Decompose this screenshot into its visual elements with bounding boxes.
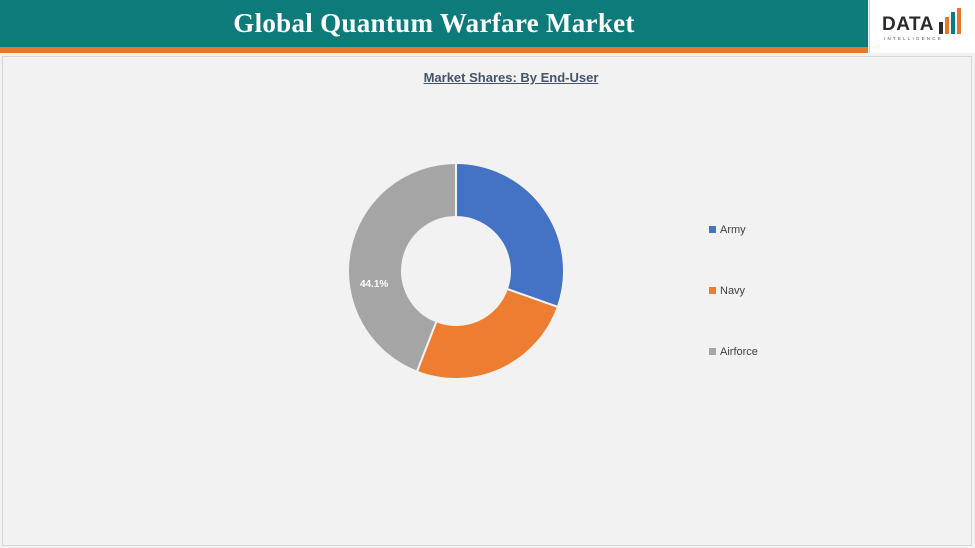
- slice-navy: [415, 287, 560, 380]
- header-bar: Global Quantum Warfare Market: [0, 0, 868, 47]
- slice-army: [455, 161, 565, 309]
- legend-swatch-navy: [709, 287, 716, 294]
- legend-swatch-army: [709, 226, 716, 233]
- header-accent-stripe: [0, 47, 868, 53]
- page-title: Global Quantum Warfare Market: [233, 8, 635, 38]
- logo-subtext: INTELLIGENCE: [884, 36, 943, 41]
- legend-label-airforce: Airforce: [720, 346, 758, 358]
- logo-bars-icon: [939, 8, 961, 34]
- slice-airforce: [347, 161, 457, 373]
- legend-label-army: Army: [720, 224, 746, 236]
- logo-text: DATA: [882, 14, 934, 35]
- chart-title: Market Shares: By End-User: [423, 70, 599, 85]
- legend-swatch-airforce: [709, 348, 716, 355]
- company-logo: DATA INTELLIGENCE: [869, 0, 975, 53]
- chart-frame: [2, 56, 972, 546]
- legend-label-navy: Navy: [720, 285, 746, 297]
- data-label-airforce: 44.1%: [360, 279, 388, 290]
